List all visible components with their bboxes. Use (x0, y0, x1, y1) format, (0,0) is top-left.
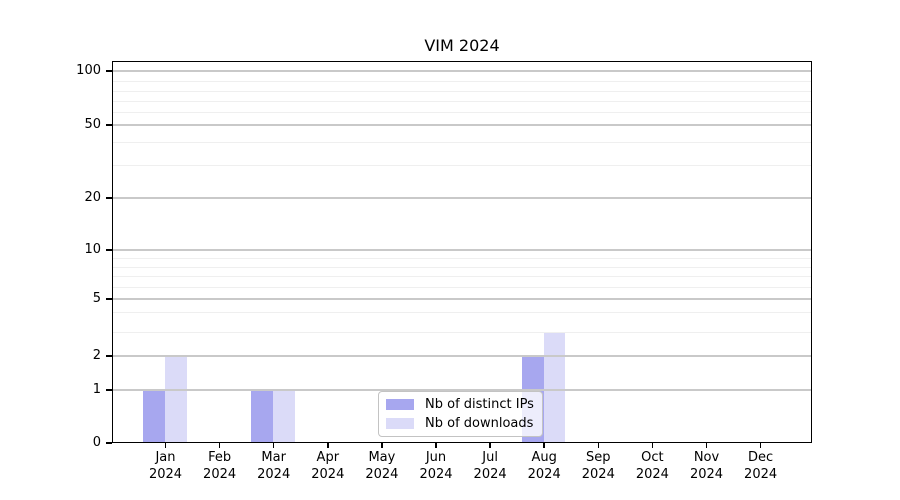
bar-downloads (164, 355, 187, 443)
x-tick (272, 443, 275, 448)
x-tick (164, 443, 167, 448)
y-tick-label: 5 (92, 291, 101, 306)
grid-line-minor (113, 81, 811, 83)
grid-line-minor (113, 267, 811, 269)
bar-downloads (273, 389, 295, 443)
x-tick (435, 443, 437, 448)
y-tick (106, 442, 112, 444)
grid-line-minor (113, 258, 811, 260)
y-tick (106, 249, 112, 251)
x-tick-label: Apr 2024 (311, 450, 345, 482)
y-tick (106, 124, 112, 126)
x-tick-label: Sep 2024 (581, 450, 615, 482)
grid-line-major (113, 70, 811, 72)
grid-line-major (113, 197, 811, 199)
x-tick (489, 443, 491, 448)
y-tick-label: 2 (92, 348, 101, 363)
grid-line-minor (113, 332, 811, 334)
x-tick-label: Jun 2024 (419, 450, 453, 482)
x-tick-label: Oct 2024 (635, 450, 669, 482)
y-tick-label: 10 (84, 242, 101, 257)
legend-label-downloads: Nb of downloads (425, 415, 534, 431)
y-tick (106, 389, 112, 391)
x-tick-label: Dec 2024 (744, 450, 778, 482)
legend-swatch-distinct-ips (386, 399, 414, 410)
x-tick-label: Aug 2024 (527, 450, 561, 482)
y-tick-label: 20 (84, 190, 101, 205)
legend-swatch-downloads (386, 418, 414, 429)
legend-item-distinct-ips: Nb of distinct IPs (386, 397, 535, 413)
bar-distinct-ips (251, 389, 274, 443)
grid-line-major (113, 355, 811, 357)
plot-area (112, 61, 812, 443)
x-tick (705, 443, 708, 448)
grid-line-major (113, 249, 811, 251)
x-tick (381, 443, 383, 448)
y-tick-label: 1 (92, 382, 101, 397)
grid-line-minor (113, 101, 811, 103)
x-tick (327, 443, 329, 448)
x-tick (597, 443, 600, 448)
y-tick-label: 50 (84, 117, 101, 132)
x-tick-label: Mar 2024 (257, 450, 291, 482)
y-tick-label: 0 (92, 435, 101, 450)
x-tick-label: Nov 2024 (689, 450, 724, 482)
y-tick (106, 355, 112, 357)
x-tick-label: Jan 2024 (148, 450, 183, 482)
x-tick (218, 443, 221, 448)
y-tick (106, 197, 112, 199)
legend-label-distinct-ips: Nb of distinct IPs (425, 396, 534, 412)
bar-downloads (543, 332, 566, 443)
grid-line-minor (113, 142, 811, 144)
grid-line-minor (113, 165, 811, 167)
x-tick (759, 443, 762, 448)
y-tick-label: 100 (76, 63, 101, 78)
bar-distinct-ips (143, 389, 165, 443)
grid-line-major (113, 298, 811, 300)
grid-line-minor (113, 112, 811, 114)
x-tick-label: May 2024 (365, 450, 399, 482)
x-tick (651, 443, 654, 448)
y-tick (106, 70, 112, 72)
y-tick (106, 298, 112, 300)
x-tick-label: Feb 2024 (203, 450, 237, 482)
chart-title: VIM 2024 (424, 36, 500, 55)
grid-line-major (113, 389, 811, 391)
x-tick (543, 443, 545, 448)
legend: Nb of distinct IPs Nb of downloads (378, 391, 543, 437)
legend-item-downloads: Nb of downloads (386, 416, 535, 432)
grid-line-major (113, 124, 811, 126)
x-tick-label: Jul 2024 (473, 450, 507, 482)
grid-line-minor (113, 276, 811, 278)
grid-line-minor (113, 91, 811, 93)
grid-line-minor (113, 312, 811, 314)
grid-line-minor (113, 287, 811, 289)
